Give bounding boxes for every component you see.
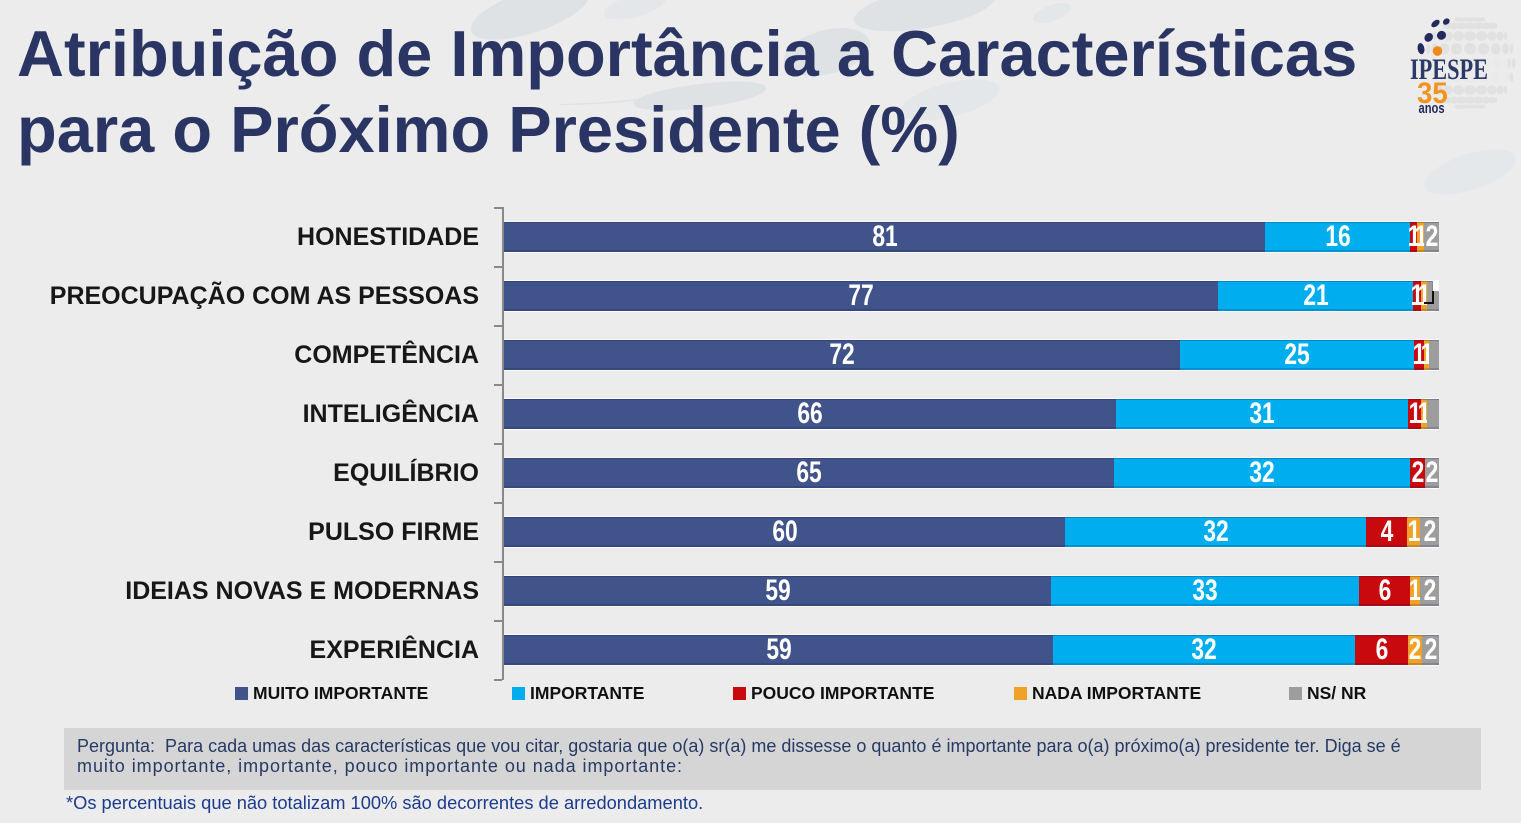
svg-text:anos: anos: [1419, 100, 1445, 117]
svg-text:35: 35: [1417, 77, 1448, 110]
svg-text:IPESPE: IPESPE: [1410, 52, 1488, 86]
